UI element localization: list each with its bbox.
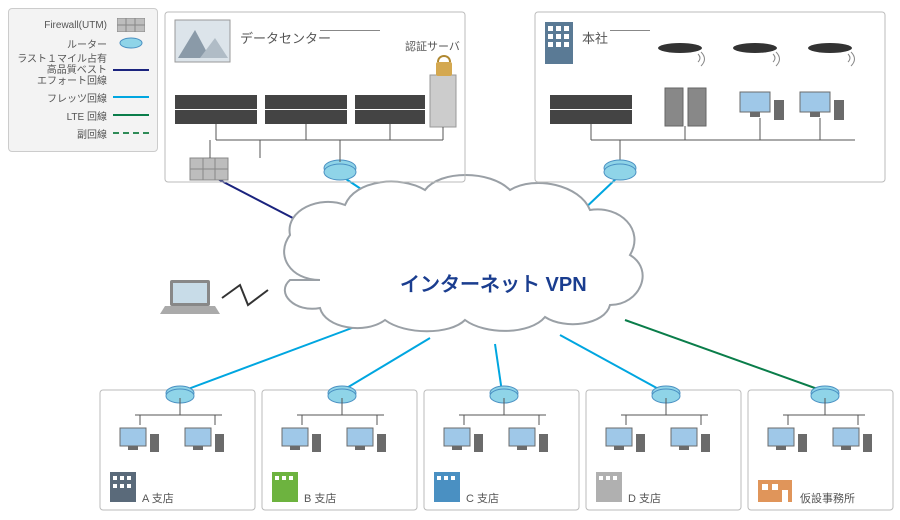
branch-A bbox=[100, 386, 255, 510]
branch-B bbox=[262, 386, 417, 510]
remote-laptop bbox=[160, 280, 268, 314]
branch-E-label: 仮設事務所 bbox=[800, 490, 855, 506]
cloud-label: インターネット VPN bbox=[400, 268, 587, 297]
branch-C-label: C 支店 bbox=[466, 490, 499, 506]
auth-server-icon bbox=[430, 75, 456, 127]
branch-B-label: B 支店 bbox=[304, 490, 336, 506]
branch-D bbox=[586, 386, 741, 510]
wifi-ap-2 bbox=[733, 43, 780, 66]
branch-D-label: D 支店 bbox=[628, 490, 661, 506]
datacenter-label: データセンター bbox=[240, 28, 331, 47]
branch-C bbox=[424, 386, 579, 510]
hq-label: 本社 bbox=[582, 28, 608, 47]
branch-A-label: A 支店 bbox=[142, 490, 174, 506]
router-icon bbox=[604, 160, 636, 180]
wifi-ap-3 bbox=[808, 43, 855, 66]
router-icon bbox=[324, 160, 356, 180]
auth-server-label: 認証サーバ bbox=[405, 38, 460, 54]
lock-icon bbox=[436, 56, 452, 76]
datacenter-leader bbox=[320, 30, 380, 31]
network-diagram bbox=[0, 0, 900, 520]
internet-vpn-cloud bbox=[284, 175, 643, 331]
rack-servers bbox=[175, 95, 425, 124]
hq-leader bbox=[610, 30, 650, 31]
wifi-ap-1 bbox=[658, 43, 705, 66]
hq-building-icon bbox=[545, 22, 573, 64]
